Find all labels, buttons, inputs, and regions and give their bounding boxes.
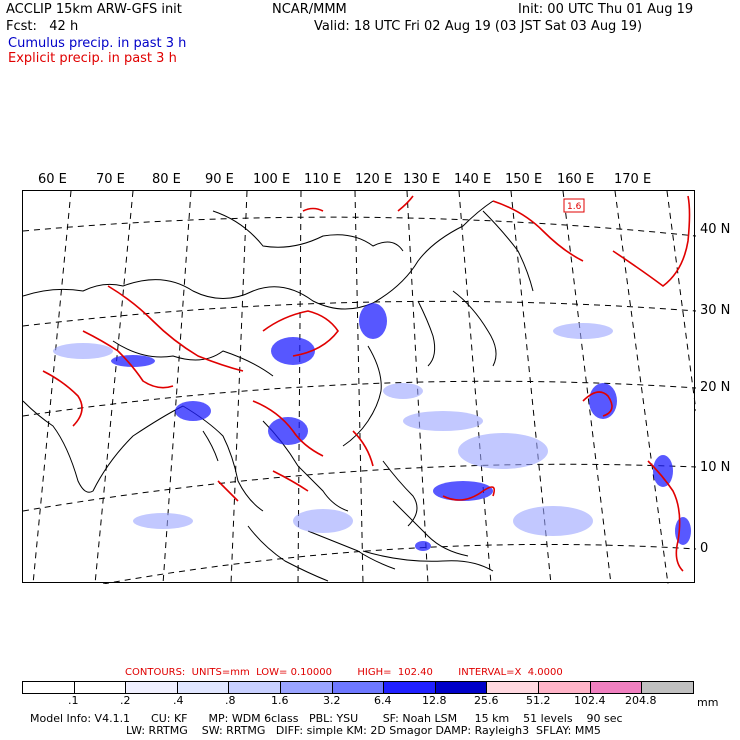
lon-label: 80 E [152, 172, 181, 187]
cumulus-precip [111, 303, 691, 551]
precip-map: 1.6 [22, 190, 697, 585]
lon-label: 120 E [355, 172, 393, 187]
cumulus-precip-label: Cumulus precip. in past 3 h [8, 36, 187, 51]
lon-label: 140 E [454, 172, 492, 187]
explicit-precip-label: Explicit precip. in past 3 h [8, 51, 177, 66]
scale-label: 25.6 [474, 694, 499, 707]
light-cumulus-precip [53, 323, 613, 536]
scale-label: .8 [225, 694, 236, 707]
lon-label: 90 E [205, 172, 234, 187]
lon-label: 100 E [253, 172, 291, 187]
forecast-hour: Fcst: 42 h [6, 19, 79, 34]
graticule [22, 190, 697, 585]
scale-swatch [126, 682, 178, 693]
scale-label: .1 [68, 694, 79, 707]
scale-label: 204.8 [625, 694, 657, 707]
lon-label: 160 E [557, 172, 595, 187]
model-info-line1: Model Info: V4.1.1 CU: KF MP: WDM 6class… [30, 712, 623, 725]
scale-label: 1.6 [271, 694, 289, 707]
scale-swatch [487, 682, 540, 693]
scale-swatch [74, 682, 127, 693]
lat-label: 40 N [700, 222, 731, 237]
lat-label: 30 N [700, 303, 731, 318]
scale-label: 3.2 [323, 694, 341, 707]
scale-swatch [539, 682, 591, 693]
scale-swatch [177, 682, 230, 693]
scale-label: 6.4 [374, 694, 392, 707]
longitude-labels: 60 E 70 E 80 E 90 E 100 E 110 E 120 E 13… [0, 172, 740, 188]
lon-label: 130 E [403, 172, 441, 187]
contour-label-text: 1.6 [567, 202, 582, 212]
lon-label: 60 E [38, 172, 67, 187]
organization-label: NCAR/MMM [272, 2, 347, 17]
scale-swatch [384, 682, 436, 693]
scale-label: 12.8 [422, 694, 447, 707]
color-scale [22, 681, 694, 694]
lon-label: 150 E [505, 172, 543, 187]
scale-swatch [590, 682, 643, 693]
scale-swatch [23, 682, 75, 693]
lon-label: 170 E [614, 172, 652, 187]
lon-label: 70 E [96, 172, 125, 187]
map-canvas: 1.6 [22, 190, 697, 585]
lat-label: 20 N [700, 380, 731, 395]
contour-label-box [563, 198, 585, 213]
coastlines [22, 200, 534, 582]
scale-unit: mm [697, 696, 719, 709]
scale-label: .4 [173, 694, 184, 707]
valid-time: Valid: 18 UTC Fri 02 Aug 19 (03 JST Sat … [314, 19, 643, 34]
lat-label: 10 N [700, 460, 731, 475]
contours-info: CONTOURS: UNITS=mm LOW= 0.10000 HIGH= 10… [125, 667, 563, 678]
model-info-line2: LW: RRTMG SW: RRTMG DIFF: simple KM: 2D … [126, 724, 601, 737]
scale-swatch [332, 682, 385, 693]
chart-title: ACCLIP 15km ARW-GFS init [6, 2, 182, 17]
init-time: Init: 00 UTC Thu 01 Aug 19 [518, 2, 694, 17]
explicit-precip-contours [42, 195, 691, 572]
scale-swatch [229, 682, 282, 693]
lon-label: 110 E [304, 172, 342, 187]
scale-labels: .1 .2 .4 .8 1.6 3.2 6.4 12.8 25.6 51.2 1… [0, 694, 740, 707]
scale-swatch [281, 682, 333, 693]
scale-swatch [435, 682, 488, 693]
scale-label: .2 [120, 694, 131, 707]
scale-label: 102.4 [574, 694, 606, 707]
scale-label: 51.2 [526, 694, 551, 707]
lat-label: 0 [700, 541, 709, 556]
scale-swatch [642, 682, 693, 693]
